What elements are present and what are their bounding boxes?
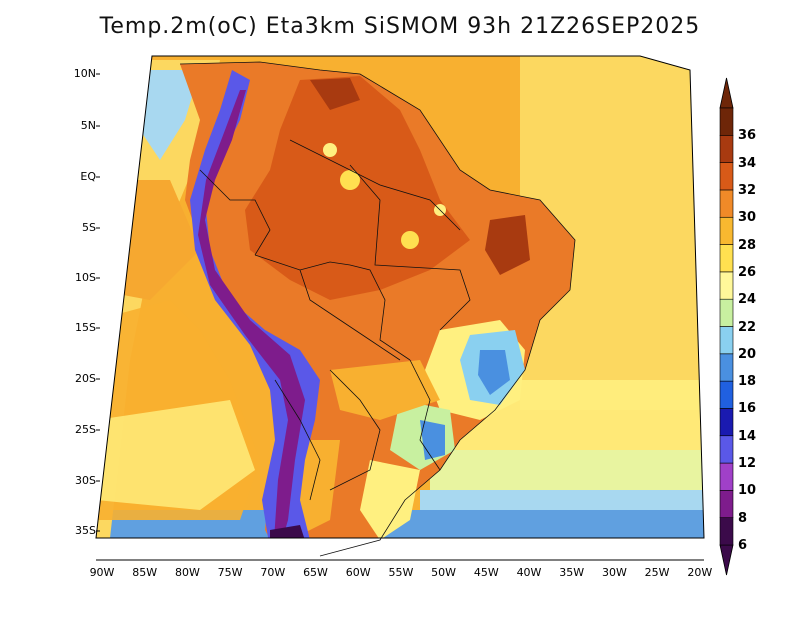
colorbar-tick-label: 18	[738, 374, 757, 390]
colorbar-swatch	[719, 162, 734, 191]
lat-tick-label: 35S	[75, 524, 96, 537]
colorbar-tick-label: 16	[738, 401, 757, 417]
colorbar-tick-label: 32	[738, 182, 757, 198]
colorbar-swatch	[719, 107, 734, 136]
lon-tick-label: 60W	[345, 566, 371, 579]
country-borders	[179, 61, 576, 557]
lat-tick-label: 5S	[82, 221, 96, 234]
lon-tick-label: 65W	[303, 566, 328, 579]
lon-tick-label: 90W	[89, 566, 115, 579]
colorbar-tick-label: 34	[738, 155, 757, 171]
lat-tick-label: 30S	[75, 474, 96, 487]
colorbar	[719, 77, 734, 576]
lon-tick-label: 45W	[473, 566, 499, 579]
colorbar-swatch	[719, 244, 734, 273]
colorbar-tick-label: 26	[738, 264, 757, 280]
lon-tick-label: 20W	[687, 566, 713, 579]
colorbar-top-arrow	[719, 77, 734, 109]
colorbar-tick-label: 24	[738, 292, 757, 308]
colorbar-swatch	[719, 298, 734, 327]
lon-tick-label: 40W	[516, 566, 542, 579]
colorbar-swatch	[719, 408, 734, 437]
lat-tick-label: 5N	[80, 119, 96, 132]
map-title: Temp.2m(oC) Eta3km SiSMOM 93h 21Z26SEP20…	[99, 14, 701, 39]
colorbar-swatch	[719, 135, 734, 163]
colorbar-swatch	[719, 326, 734, 355]
lon-tick-label: 70W	[260, 566, 286, 579]
lon-tick-label: 30W	[601, 566, 627, 579]
colorbar-swatch	[719, 271, 734, 300]
lon-tick-label: 35W	[559, 566, 585, 579]
colorbar-tick-label: 8	[738, 510, 748, 526]
axis-ticks	[96, 73, 704, 561]
colorbar-swatch	[719, 380, 734, 409]
colorbar-tick-label: 30	[738, 210, 757, 226]
colorbar-tick-label: 6	[738, 538, 748, 553]
colorbar-swatch	[719, 435, 734, 464]
temperature-field	[96, 56, 704, 538]
colorbar-bottom-arrow	[719, 544, 734, 576]
colorbar-swatch	[719, 462, 734, 491]
lat-tick-label: 10S	[75, 271, 96, 284]
colorbar-tick-label: 12	[738, 456, 757, 472]
lat-tick-label: 20S	[75, 372, 96, 385]
colorbar-swatch	[719, 353, 734, 382]
lon-tick-label: 75W	[217, 566, 243, 579]
lat-tick-label: 10N	[73, 67, 96, 80]
colorbar-tick-label: 20	[738, 346, 757, 362]
lon-tick-label: 85W	[132, 566, 158, 579]
colorbar-tick-label: 10	[738, 483, 757, 499]
colorbar-tick-label: 22	[738, 319, 757, 335]
lon-tick-label: 55W	[388, 566, 414, 579]
colorbar-tick-label: 14	[738, 428, 757, 444]
colorbar-swatch	[719, 517, 734, 546]
lon-tick-label: 80W	[174, 566, 200, 579]
colorbar-tick-label: 36	[738, 128, 757, 144]
colorbar-swatch	[719, 490, 734, 518]
lon-tick-label: 25W	[644, 566, 670, 579]
colorbar-swatch	[719, 189, 734, 218]
colorbar-swatch	[719, 216, 734, 245]
lat-tick-label: 15S	[75, 321, 96, 334]
lat-tick-label: EQ	[80, 170, 96, 183]
colorbar-tick-label: 28	[738, 237, 757, 253]
lon-tick-label: 50W	[431, 566, 457, 579]
lat-tick-label: 25S	[75, 423, 96, 436]
